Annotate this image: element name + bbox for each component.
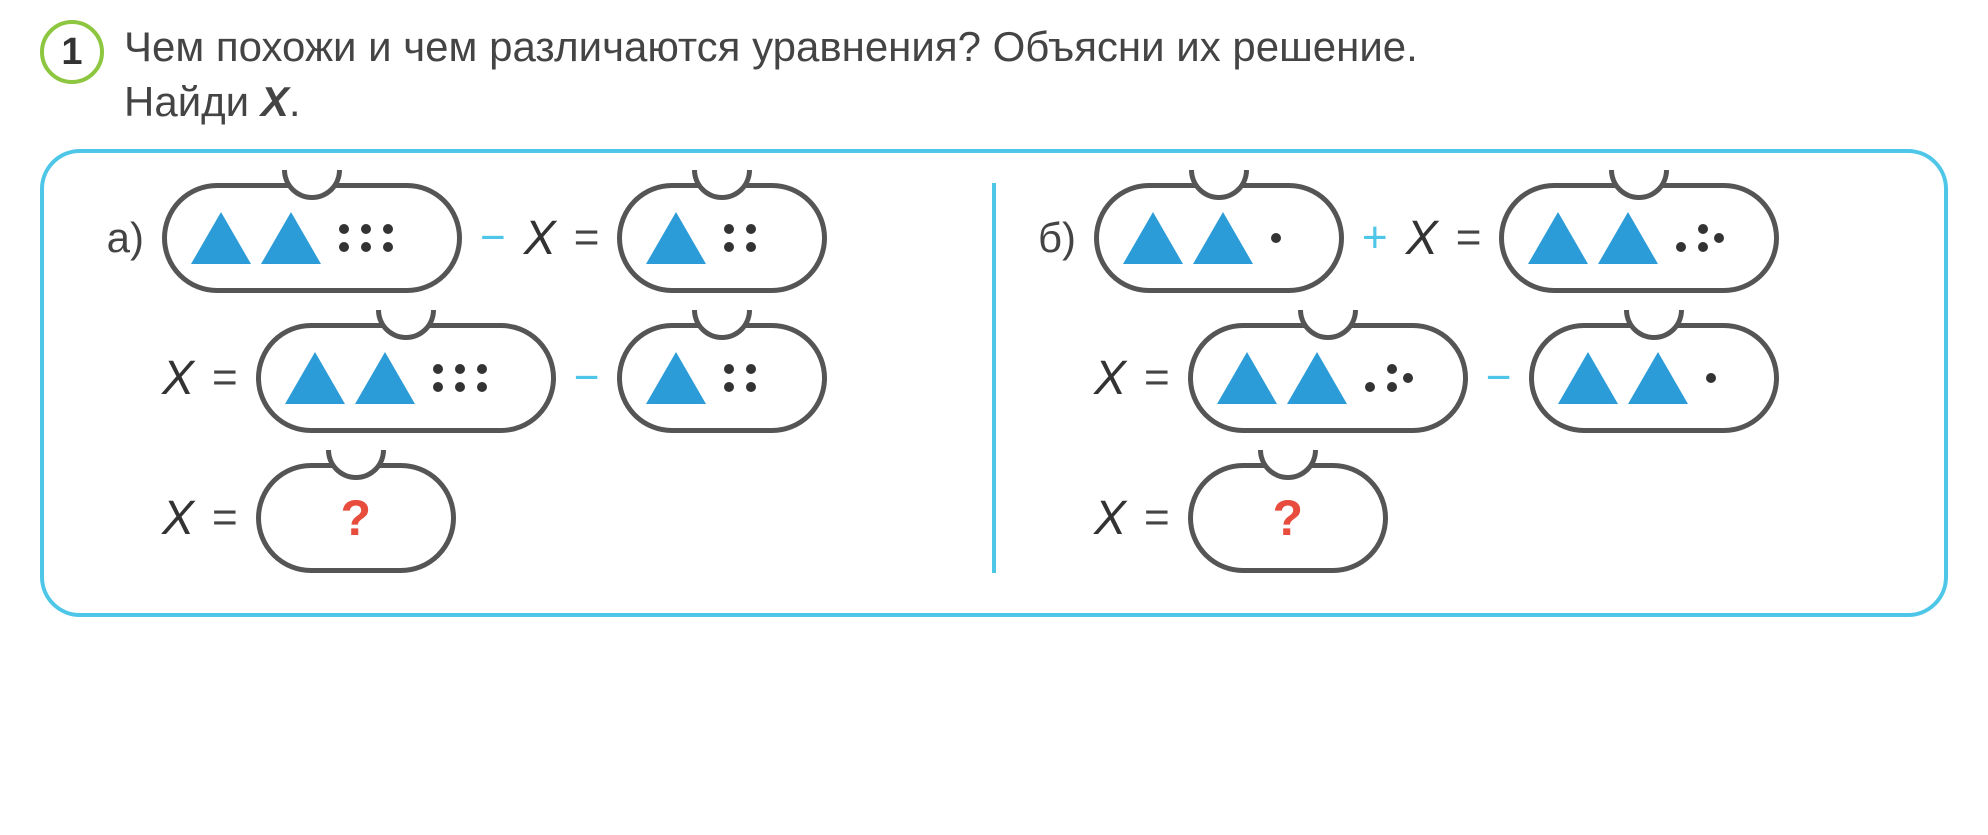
qmark-b: ? [1272,489,1303,547]
eq-a3: = [212,493,238,543]
eq-a1: = [574,213,600,263]
column-b: б) + X = [1026,183,1894,573]
row-b2: X = − [1026,323,1894,433]
bag-b3-answer: ? [1188,463,1388,573]
minus-a2: − [574,353,600,403]
eq-a2: = [212,353,238,403]
problem-number: 1 [61,31,82,74]
row-a3: X = ? [94,463,962,573]
bag-a1-right [617,183,827,293]
row-a2: X = − [94,323,962,433]
x-b3: X [1094,491,1126,546]
x-b2: X [1094,351,1126,406]
qmark-a: ? [340,489,371,547]
bag-b2-left [1188,323,1468,433]
label-b: б) [1026,214,1076,262]
exercise-panel: а) − X = [40,149,1948,617]
bag-b1-left [1094,183,1344,293]
eq-b3: = [1144,493,1170,543]
x-a3: X [162,491,194,546]
bag-a2-right [617,323,827,433]
x-a2: X [162,351,194,406]
label-a: а) [94,214,144,262]
bag-b2-right [1529,323,1779,433]
column-divider [992,183,996,573]
row-b3: X = ? [1026,463,1894,573]
minus-a1: − [480,213,506,263]
problem-number-badge: 1 [40,20,104,84]
bag-b1-right [1499,183,1779,293]
problem-header: 1 Чем похожи и чем различаются уравнения… [40,20,1948,129]
eq-b1: = [1456,213,1482,263]
x-b1: X [1406,211,1438,266]
minus-b2: − [1486,353,1512,403]
question-line1: Чем похожи и чем различаются уравнения? … [124,23,1418,70]
bag-a1-left [162,183,462,293]
eq-b2: = [1144,353,1170,403]
plus-b1: + [1362,213,1388,263]
bag-a2-left [256,323,556,433]
row-a1: а) − X = [94,183,962,293]
question-line2: Найди [124,78,249,125]
row-b1: б) + X = [1026,183,1894,293]
question-text: Чем похожи и чем различаются уравнения? … [124,20,1418,129]
column-a: а) − X = [94,183,962,573]
var-x-label: X [261,78,289,125]
x-a1: X [524,211,556,266]
bag-a3-answer: ? [256,463,456,573]
